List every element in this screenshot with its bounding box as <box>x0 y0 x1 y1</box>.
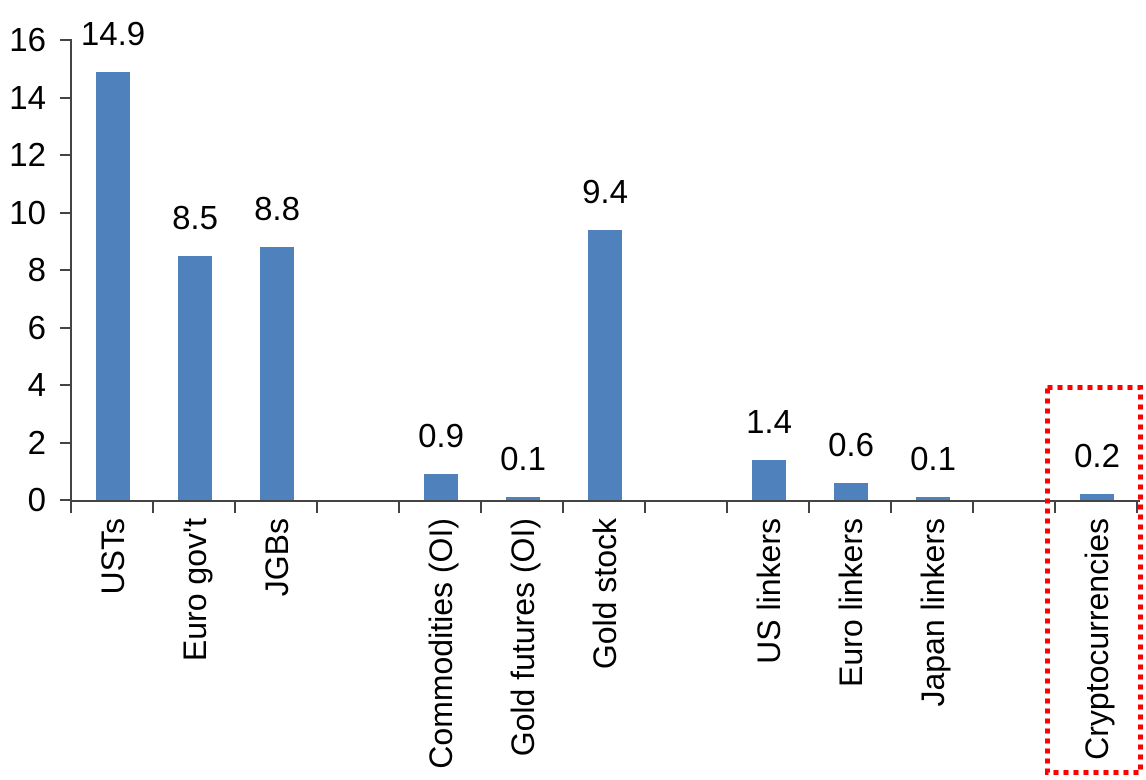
x-axis-tick-mark <box>726 502 728 513</box>
x-axis-tick-mark <box>152 502 154 513</box>
bar-value-label: 0.6 <box>828 425 874 463</box>
bar-value-label: 8.5 <box>172 198 218 236</box>
x-axis-tick-mark <box>1054 502 1056 513</box>
x-axis-tick-mark <box>316 502 318 513</box>
category-label-cell: Gold futures (OI) <box>482 518 564 780</box>
bar-value-label: 0.1 <box>500 440 546 478</box>
bar <box>588 229 622 500</box>
category-label-cell: Euro linkers <box>810 518 892 780</box>
y-tick-label: 10 <box>9 193 46 231</box>
y-tick-label: 2 <box>27 423 46 461</box>
x-axis-tick-mark <box>644 502 646 513</box>
bar <box>834 482 868 500</box>
x-axis-tick-mark <box>972 502 974 513</box>
category-label: Commodities (OI) <box>423 518 459 769</box>
y-tick-label: 14 <box>9 78 46 116</box>
x-axis-tick-mark <box>808 502 810 513</box>
category-label: US linkers <box>751 518 787 664</box>
bar <box>1080 494 1114 500</box>
category-label-cell: JGBs <box>236 518 318 780</box>
category-label: USTs <box>95 518 131 595</box>
y-tick-label: 8 <box>27 251 46 288</box>
bar-value-label: 8.8 <box>254 190 300 227</box>
bar <box>178 255 212 500</box>
y-axis <box>70 39 72 502</box>
x-axis <box>70 500 1140 502</box>
category-label: Cryptocurrencies <box>1079 518 1115 760</box>
x-axis-tick-mark <box>890 502 892 513</box>
category-label: JGBs <box>259 518 295 597</box>
category-label: Euro linkers <box>833 518 869 687</box>
y-axis-tick-mark <box>60 499 70 501</box>
category-label: Gold futures (OI) <box>505 518 541 757</box>
bar-value-label: 0.1 <box>910 440 956 478</box>
x-axis-tick-mark <box>234 502 236 513</box>
bar <box>260 247 294 500</box>
x-axis-tick-mark <box>70 502 72 513</box>
y-axis-tick-mark <box>60 39 70 41</box>
y-axis-tick-mark <box>60 384 70 386</box>
bar-value-label: 0.9 <box>418 417 464 455</box>
y-axis-tick-mark <box>60 211 70 214</box>
bar-value-label: 9.4 <box>582 172 628 210</box>
category-label-cell: US linkers <box>728 518 810 780</box>
category-label: Euro gov't <box>177 518 213 662</box>
bar-value-label: 14.9 <box>80 14 146 52</box>
y-axis-tick-mark <box>60 96 70 99</box>
y-tick-label: 0 <box>27 481 46 518</box>
y-axis-tick-mark <box>60 326 70 329</box>
y-tick-label: 6 <box>27 308 46 346</box>
category-label: Japan linkers <box>915 518 951 707</box>
bar <box>506 497 540 500</box>
category-label-cell: Euro gov't <box>154 518 236 780</box>
y-tick-label: 12 <box>9 136 46 173</box>
category-label-cell: USTs <box>72 518 154 780</box>
bar-value-label: 1.4 <box>746 402 792 440</box>
category-label-cell: Gold stock <box>564 518 646 780</box>
bar <box>424 474 458 500</box>
x-axis-tick-mark <box>398 502 400 513</box>
bar <box>916 497 950 500</box>
y-tick-label: 4 <box>27 366 46 403</box>
y-axis-tick-mark <box>60 154 70 156</box>
x-axis-tick-mark <box>480 502 482 513</box>
category-label-cell: Japan linkers <box>892 518 974 780</box>
y-axis-tick-mark <box>60 269 70 271</box>
bar <box>96 71 130 500</box>
y-axis-tick-mark <box>60 441 70 444</box>
x-axis-tick-mark <box>562 502 564 513</box>
x-axis-tick-mark <box>1136 502 1138 513</box>
category-label-cell: Cryptocurrencies <box>1056 518 1138 780</box>
y-tick-label: 16 <box>9 21 46 58</box>
category-label: Gold stock <box>587 518 623 670</box>
bar <box>752 459 786 500</box>
bar-value-label: 0.2 <box>1074 437 1120 475</box>
category-label-cell: Commodities (OI) <box>400 518 482 780</box>
